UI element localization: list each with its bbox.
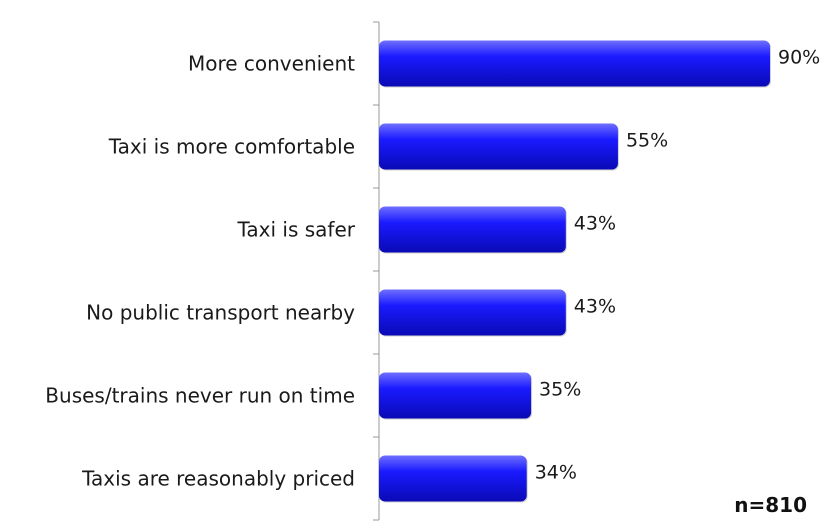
- bar: [379, 289, 566, 336]
- category-label: Taxi is safer: [237, 218, 356, 242]
- data-label: 90%: [778, 47, 820, 69]
- category-label: Taxis are reasonably priced: [81, 467, 355, 491]
- sample-size-note: n=810: [734, 493, 807, 517]
- data-label: 34%: [535, 462, 577, 484]
- category-label: More convenient: [188, 52, 355, 76]
- data-label: 43%: [574, 296, 616, 318]
- bar: [379, 455, 527, 502]
- bar: [379, 372, 532, 419]
- bar: [379, 40, 770, 87]
- bar: [379, 206, 566, 253]
- data-label: 55%: [626, 130, 668, 152]
- bar: [379, 123, 618, 170]
- category-label: Taxi is more comfortable: [108, 135, 355, 159]
- category-label: Buses/trains never run on time: [45, 384, 355, 408]
- data-label: 35%: [539, 379, 581, 401]
- data-label: 43%: [574, 213, 616, 235]
- category-label: No public transport nearby: [86, 301, 355, 325]
